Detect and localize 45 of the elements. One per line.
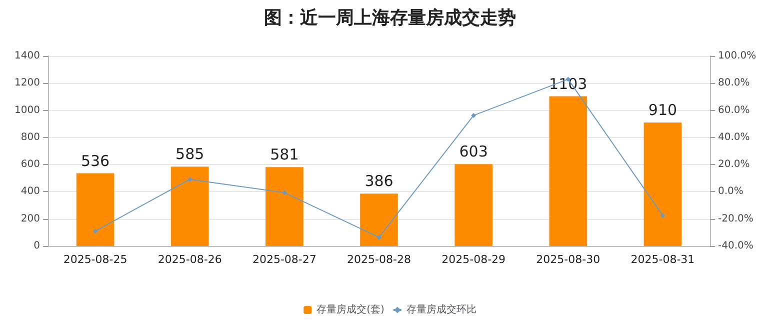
data-label: 910	[648, 101, 678, 119]
bar	[266, 167, 304, 246]
y-tick-label: 600	[20, 159, 40, 170]
y-tick-label: 1000	[14, 104, 40, 116]
y2-tick-label: -40.0%	[718, 240, 754, 252]
y-tick-label: 0	[34, 240, 40, 252]
point	[471, 112, 476, 118]
x-tick-label: 2025-08-26	[158, 253, 222, 266]
x-tick-label: 2025-08-25	[63, 253, 128, 266]
y2-tick-label: 20.0%	[718, 159, 750, 170]
bar	[454, 164, 492, 246]
bar	[549, 96, 588, 246]
bar	[360, 194, 398, 246]
x-tick-label: 2025-08-28	[347, 253, 411, 266]
x-tick-label: 2025-08-29	[442, 253, 506, 266]
bar	[76, 173, 114, 246]
data-label: 536	[80, 152, 110, 170]
legend-label: 存量房成交环比	[406, 304, 476, 316]
y-tick-label: 400	[20, 186, 40, 198]
point	[187, 176, 192, 182]
y-tick-label: 1200	[14, 78, 40, 89]
point	[376, 234, 382, 240]
point	[92, 228, 98, 234]
data-label: 603	[459, 142, 488, 161]
x-tick-label: 2025-08-27	[252, 253, 316, 266]
chart-title: 图：近一周上海存量房成交走势	[264, 8, 516, 28]
bar	[644, 122, 682, 246]
x-tick-label: 2025-08-30	[536, 253, 600, 266]
y2-tick-label: 100.0%	[718, 50, 756, 62]
data-label: 581	[270, 146, 299, 164]
legend-label: 存量房成交(套)	[316, 304, 384, 316]
y2-tick-label: 0.0%	[718, 186, 744, 198]
y2-tick-label: 60.0%	[718, 104, 750, 116]
point	[660, 212, 666, 218]
y2-tick-label: 40.0%	[718, 132, 750, 143]
y-tick-label: 800	[20, 132, 40, 143]
data-label: 585	[176, 145, 204, 164]
bar	[170, 166, 209, 246]
y2-tick-label: 80.0%	[718, 78, 750, 89]
data-label: 386	[364, 172, 394, 190]
x-tick-label: 2025-08-31	[630, 253, 695, 266]
point	[282, 190, 287, 196]
y-tick-label: 200	[20, 213, 40, 224]
y-tick-label: 1400	[14, 50, 40, 62]
y2-tick-label: -20.0%	[718, 213, 754, 224]
